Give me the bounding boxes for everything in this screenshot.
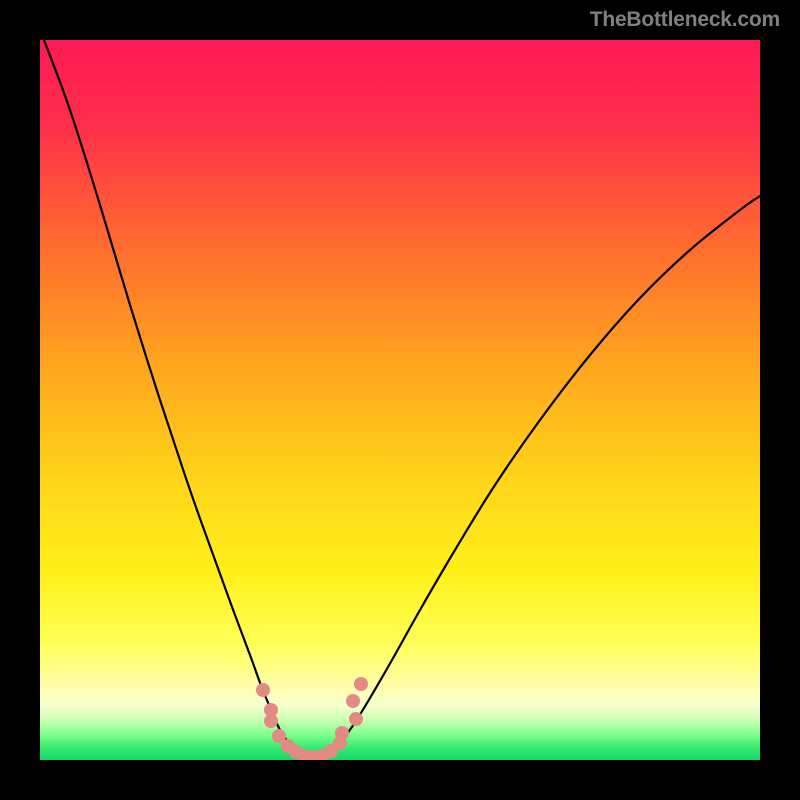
data-point [264,714,278,728]
plot-svg [40,40,760,760]
data-point [354,677,368,691]
data-point [256,683,270,697]
chart-frame: TheBottleneck.com [0,0,800,800]
gradient-background [40,40,760,760]
data-point [349,712,363,726]
plot-area [40,40,760,760]
data-point [335,726,349,740]
watermark: TheBottleneck.com [590,8,780,32]
data-point [346,694,360,708]
